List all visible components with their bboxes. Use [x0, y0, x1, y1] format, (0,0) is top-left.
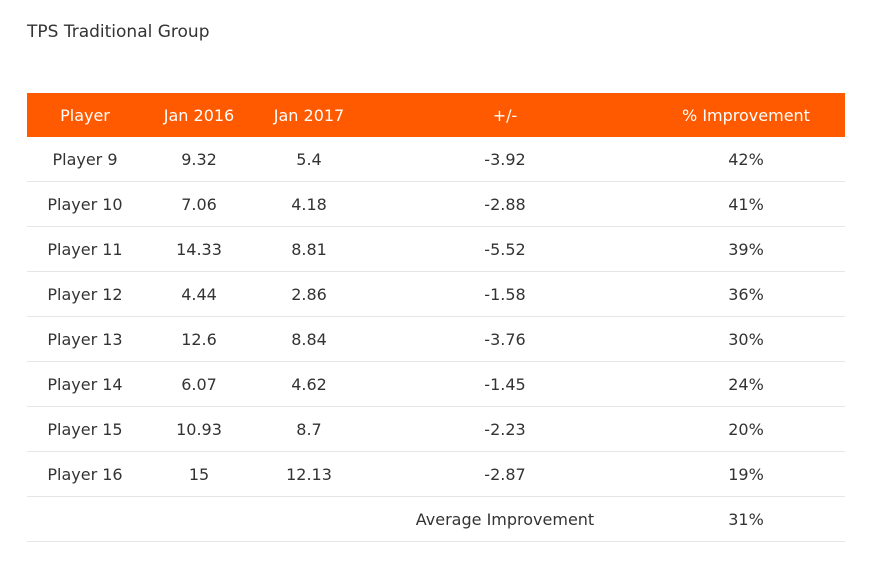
table-row: Player 10 7.06 4.18 -2.88 41% [27, 181, 845, 227]
table-body: Player 9 9.32 5.4 -3.92 42% Player 10 7.… [27, 137, 845, 542]
cell-jan-2016: 6.07 [143, 361, 255, 407]
cell-jan-2017: 8.81 [255, 226, 363, 272]
table-row: Player 16 15 12.13 -2.87 19% [27, 451, 845, 497]
table-row: Player 14 6.07 4.62 -1.45 24% [27, 361, 845, 407]
cell-player: Player 10 [27, 181, 143, 227]
header-improvement: % Improvement [682, 105, 810, 125]
results-table: Player Jan 2016 Jan 2017 +/- % Improveme… [27, 93, 845, 542]
table-header: Player Jan 2016 Jan 2017 +/- % Improveme… [27, 93, 845, 137]
cell-difference: -5.52 [363, 226, 647, 272]
table-row: Player 11 14.33 8.81 -5.52 39% [27, 226, 845, 272]
cell-jan-2016: 15 [143, 451, 255, 497]
cell-player: Player 9 [27, 137, 143, 182]
cell-difference: -3.76 [363, 316, 647, 362]
header-jan-2016: Jan 2016 [163, 105, 235, 125]
cell-jan-2017: 4.62 [255, 361, 363, 407]
table-row: Player 13 12.6 8.84 -3.76 30% [27, 316, 845, 362]
cell-jan-2017: 8.7 [255, 406, 363, 452]
cell-improvement: 41% [647, 181, 845, 227]
cell-improvement: 30% [647, 316, 845, 362]
cell-difference: -2.23 [363, 406, 647, 452]
cell-player: Player 12 [27, 271, 143, 317]
cell-jan-2016: 9.32 [143, 137, 255, 182]
cell-jan-2016: 7.06 [143, 181, 255, 227]
table-row: Player 9 9.32 5.4 -3.92 42% [27, 137, 845, 182]
table-row: Player 12 4.44 2.86 -1.58 36% [27, 271, 845, 317]
cell-jan-2017: 8.84 [255, 316, 363, 362]
cell-player: Player 13 [27, 316, 143, 362]
cell-jan-2016: 14.33 [143, 226, 255, 272]
header-jan-2017: Jan 2017 [273, 105, 345, 125]
cell-jan-2016: 12.6 [143, 316, 255, 362]
cell-player: Player 15 [27, 406, 143, 452]
cell-improvement: 19% [647, 451, 845, 497]
average-improvement-value: 31% [647, 496, 845, 542]
cell-player: Player 11 [27, 226, 143, 272]
cell-improvement: 20% [647, 406, 845, 452]
table-row: Player 15 10.93 8.7 -2.23 20% [27, 406, 845, 452]
cell-difference: -2.87 [363, 451, 647, 497]
cell-improvement: 24% [647, 361, 845, 407]
cell-improvement: 39% [647, 226, 845, 272]
cell-difference: -2.88 [363, 181, 647, 227]
cell-jan-2017: 12.13 [255, 451, 363, 497]
cell-jan-2016: 10.93 [143, 406, 255, 452]
cell-jan-2017: 2.86 [255, 271, 363, 317]
average-improvement-label: Average Improvement [363, 496, 647, 542]
results-table-container: Player Jan 2016 Jan 2017 +/- % Improveme… [27, 93, 845, 542]
cell-difference: -1.58 [363, 271, 647, 317]
cell-jan-2017: 5.4 [255, 137, 363, 182]
cell-difference: -1.45 [363, 361, 647, 407]
cell-jan-2017: 4.18 [255, 181, 363, 227]
header-difference: +/- [492, 105, 518, 125]
cell-player: Player 14 [27, 361, 143, 407]
header-row: Player Jan 2016 Jan 2017 +/- % Improveme… [27, 93, 845, 137]
cell-improvement: 36% [647, 271, 845, 317]
summary-empty-cell [27, 496, 143, 542]
cell-improvement: 42% [647, 137, 845, 182]
summary-empty-cell [143, 496, 255, 542]
page-title: TPS Traditional Group [27, 22, 210, 42]
cell-jan-2016: 4.44 [143, 271, 255, 317]
cell-difference: -3.92 [363, 137, 647, 182]
cell-player: Player 16 [27, 451, 143, 497]
summary-row: Average Improvement 31% [27, 496, 845, 542]
header-player: Player [60, 105, 110, 125]
summary-empty-cell [255, 496, 363, 542]
